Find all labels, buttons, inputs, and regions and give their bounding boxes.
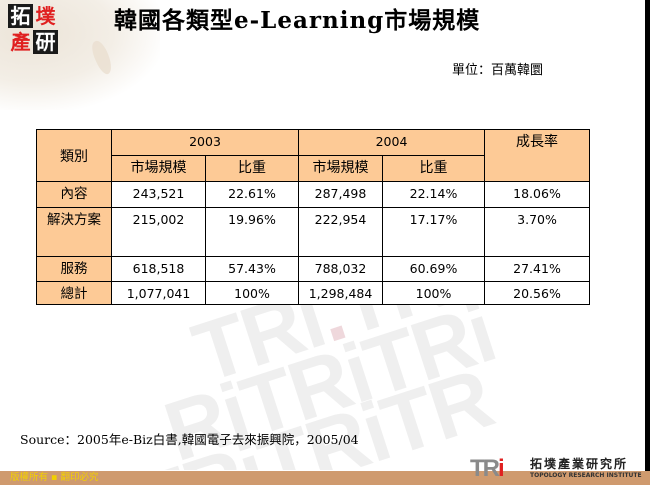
org-name-cn: 拓墣產業研究所 bbox=[530, 457, 629, 471]
cell-size-2003: 243,521 bbox=[111, 181, 206, 208]
org-name-en: TOPOLOGY RESEARCH INSTITUTE bbox=[530, 472, 642, 479]
tri-mark-icon: TRi bbox=[470, 455, 505, 482]
cell-share-2004: 100% bbox=[382, 281, 485, 305]
market-size-table: 類別 2003 2004 成長率 市場規模 比重 市場規模 比重 內容 243,… bbox=[36, 129, 590, 305]
copyright-text: 版權所有 ▪ 翻印必究 bbox=[10, 472, 99, 483]
cell-size-2004: 788,032 bbox=[298, 256, 383, 282]
row-category: 服務 bbox=[36, 256, 112, 282]
growth-header: 成長率 bbox=[484, 129, 590, 182]
logo-char: 產 bbox=[10, 30, 31, 54]
cell-share-2003: 100% bbox=[205, 281, 299, 305]
cell-size-2003: 215,002 bbox=[111, 207, 206, 257]
slide-right-border bbox=[645, 0, 650, 471]
table-row: 解決方案 215,002 19.96% 222,954 17.17% 3.70% bbox=[36, 207, 590, 257]
slide-title: 韓國各類型e-Learning市場規模 bbox=[114, 7, 481, 34]
subheader-size-2003: 市場規模 bbox=[111, 155, 206, 182]
cell-share-2004: 22.14% bbox=[382, 181, 485, 208]
footer-bar bbox=[0, 471, 650, 485]
row-category: 內容 bbox=[36, 181, 112, 208]
table-row: 服務 618,518 57.43% 788,032 60.69% 27.41% bbox=[36, 256, 590, 282]
row-category: 總計 bbox=[36, 281, 112, 305]
cell-share-2003: 22.61% bbox=[205, 181, 299, 208]
table-row: 內容 243,521 22.61% 287,498 22.14% 18.06% bbox=[36, 181, 590, 208]
cell-growth: 3.70% bbox=[484, 207, 590, 257]
subheader-share-2004: 比重 bbox=[382, 155, 485, 182]
cell-size-2003: 1,077,041 bbox=[111, 281, 206, 305]
cell-growth: 27.41% bbox=[484, 256, 590, 282]
cell-size-2004: 222,954 bbox=[298, 207, 383, 257]
logo-char: 墣 bbox=[35, 4, 56, 28]
tri-logo-footer: TRi 拓墣產業研究所 TOPOLOGY RESEARCH INSTITUTE bbox=[470, 455, 650, 485]
header-row-subcolumns: 市場規模 比重 市場規模 比重 bbox=[37, 155, 590, 182]
cell-share-2004: 60.69% bbox=[382, 256, 485, 282]
table-row-total: 總計 1,077,041 100% 1,298,484 100% 20.56% bbox=[36, 281, 590, 305]
unit-label: 單位：百萬韓圜 bbox=[452, 63, 544, 78]
cell-growth: 20.56% bbox=[484, 281, 590, 305]
cell-share-2003: 19.96% bbox=[205, 207, 299, 257]
subheader-share-2003: 比重 bbox=[205, 155, 299, 182]
header-row-years: 類別 2003 2004 成長率 bbox=[36, 129, 590, 182]
cell-size-2003: 618,518 bbox=[111, 256, 206, 282]
row-category: 解決方案 bbox=[36, 207, 112, 257]
source-note: Source：2005年e-Biz白書,韓國電子去來振興院，2005/04 bbox=[20, 432, 359, 447]
subheader-size-2004: 市場規模 bbox=[298, 155, 383, 182]
tri-logo-top: 拓 墣 產 研 bbox=[8, 4, 60, 56]
cell-size-2004: 287,498 bbox=[298, 181, 383, 208]
cell-size-2004: 1,298,484 bbox=[298, 281, 383, 305]
logo-char: 拓 bbox=[8, 4, 33, 28]
cell-share-2003: 57.43% bbox=[205, 256, 299, 282]
year-header-2003: 2003 bbox=[111, 129, 299, 156]
logo-char: 研 bbox=[33, 30, 58, 54]
category-header: 類別 bbox=[36, 129, 112, 182]
year-header-2004: 2004 bbox=[298, 129, 485, 156]
cell-share-2004: 17.17% bbox=[382, 207, 485, 257]
cell-growth: 18.06% bbox=[484, 181, 590, 208]
